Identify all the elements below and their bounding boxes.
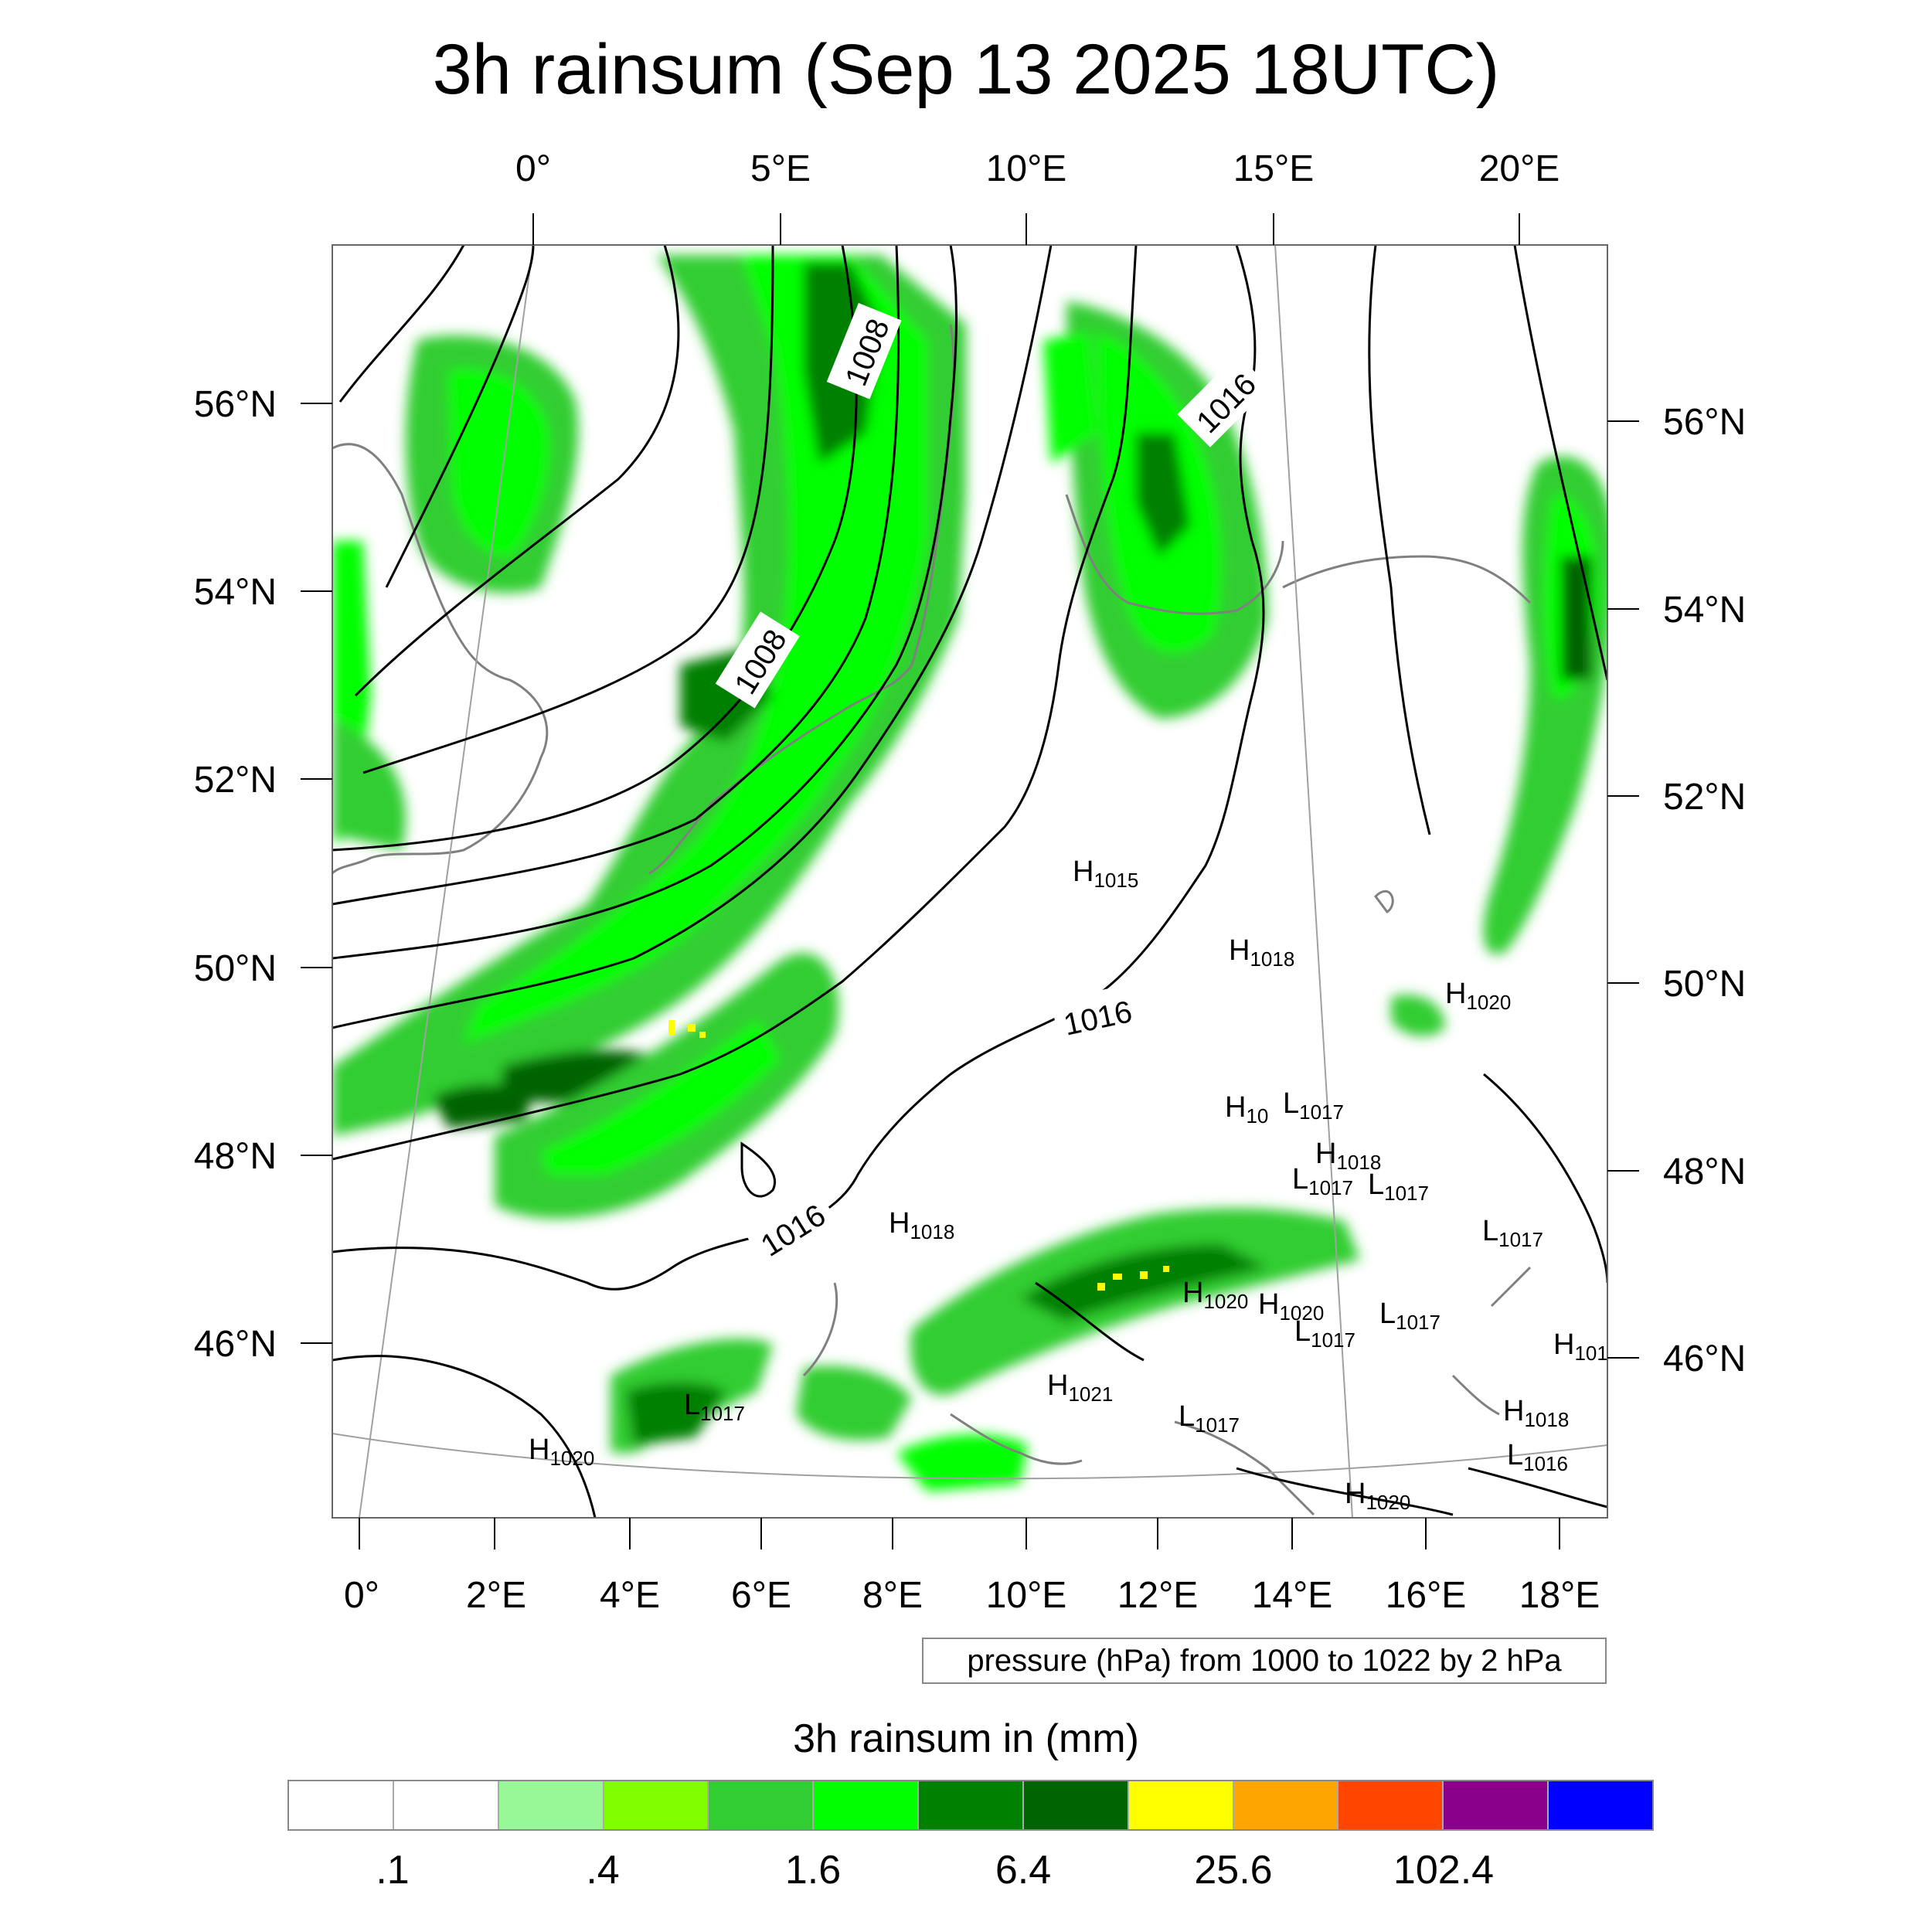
map-frame [332,244,1608,1519]
pressure-centers: H1015 H1018 H1020 H10 L1017 H1018 L1017 … [529,855,1608,1514]
colorbar-label: 102.4 [1393,1848,1495,1893]
legend-title: 3h rainsum in (mm) [793,1716,1139,1761]
pressure-center-label: L1017 [1283,1087,1344,1124]
colorbar-swatch [498,1781,604,1829]
pressure-center-label: H1018 [1503,1395,1569,1431]
isobar-labels: 1008 1008 1016 1016 1016 [715,303,1270,1270]
tick-label: 12°E [1117,1575,1199,1616]
tick-label: 2°E [466,1575,526,1616]
tick-label: 20°E [1479,148,1560,189]
colorbar-swatch [1023,1781,1129,1829]
map-plot-area: 1008 1008 1016 1016 1016 H1015 H1018 [332,245,1608,1518]
pressure-center-label: H10 [1225,1091,1268,1128]
colorbar-swatch [393,1781,499,1829]
pressure-center-label: L1017 [684,1389,745,1425]
tick-label: 52°N [1663,777,1746,818]
colorbar-swatch [919,1781,1024,1829]
colorbar-swatch [289,1781,394,1829]
tick-label: 5°E [750,148,811,189]
colorbar-label: 6.4 [995,1848,1052,1893]
heavy-rain-spots [668,1020,1169,1291]
tick-label: 56°N [194,384,277,425]
colorbar-label: 1.6 [784,1848,842,1893]
left-latitude-labels: 56°N 54°N 52°N 50°N 48°N 46°N [194,384,277,1365]
pressure-center-label: L1017 [1379,1298,1440,1334]
pressure-center-label: H101 [1553,1328,1608,1365]
tick-label: 50°N [194,948,277,989]
tick-label: 0° [344,1575,379,1616]
pressure-center-label: H1020 [529,1434,594,1470]
pressure-note: pressure (hPa) from 1000 to 1022 by 2 hP… [922,1638,1607,1684]
colorbar-swatch [1233,1781,1339,1829]
colorbar-label: .1 [376,1848,410,1893]
top-longitude-labels: 0° 5°E 10°E 15°E 20°E [515,148,1560,189]
colorbar-swatch [814,1781,920,1829]
pressure-center-label: H1020 [1445,978,1511,1014]
tick-label: 6°E [731,1575,791,1616]
pressure-center-label: L1017 [1179,1400,1240,1437]
tick-label: 54°N [1663,590,1746,631]
pressure-center-label: H1020 [1182,1277,1248,1313]
graticule [332,245,1607,1518]
pressure-center-label: H1021 [1047,1369,1113,1406]
tick-label: 52°N [194,760,277,801]
pressure-center-label: L1017 [1292,1163,1353,1199]
colorbar-label: 25.6 [1194,1848,1273,1893]
pressure-center-label: H1020 [1258,1288,1324,1325]
tick-label: 8°E [862,1575,923,1616]
tick-label: 54°N [194,572,277,613]
colorbar-swatch [1444,1781,1549,1829]
tick-label: 50°N [1663,964,1746,1005]
colorbar-swatch [1128,1781,1234,1829]
tick-label: 4°E [600,1575,660,1616]
colorbar-swatch [1549,1781,1652,1829]
tick-label: 56°N [1663,402,1746,443]
colorbar-swatch [709,1781,815,1829]
tick-label: 46°N [1663,1338,1746,1379]
colorbar-label: .4 [586,1848,620,1893]
pressure-center-label: H1018 [889,1207,954,1243]
tick-label: 10°E [986,148,1067,189]
colorbar-swatch [604,1781,709,1829]
isobars [332,245,1607,1518]
tick-label: 10°E [986,1575,1067,1616]
tick-label: 14°E [1252,1575,1333,1616]
tick-label: 15°E [1233,148,1315,189]
right-latitude-labels: 56°N 54°N 52°N 50°N 48°N 46°N [1663,402,1746,1379]
tick-label: 46°N [194,1324,277,1365]
pressure-center-label: H1015 [1073,855,1138,892]
pressure-center-label: L1017 [1294,1315,1355,1352]
colorbar [287,1780,1654,1831]
map-title: 3h rainsum (Sep 13 2025 18UTC) [432,30,1500,109]
colorbar-swatch [1338,1781,1444,1829]
tick-marks [301,213,1639,1549]
pressure-center-label: H1020 [1345,1478,1410,1514]
bottom-longitude-labels: 0° 2°E 4°E 6°E 8°E 10°E 12°E 14°E 16°E 1… [344,1575,1600,1616]
tick-label: 48°N [194,1136,277,1177]
pressure-center-label: H1018 [1315,1138,1381,1174]
pressure-center-label: L1016 [1507,1439,1568,1475]
pressure-center-label: L1017 [1368,1168,1429,1205]
tick-label: 0° [515,148,551,189]
tick-label: 16°E [1386,1575,1467,1616]
tick-label: 18°E [1519,1575,1600,1616]
tick-label: 48°N [1663,1151,1746,1192]
pressure-center-label: H1018 [1229,934,1294,971]
pressure-center-label: L1017 [1482,1215,1543,1251]
